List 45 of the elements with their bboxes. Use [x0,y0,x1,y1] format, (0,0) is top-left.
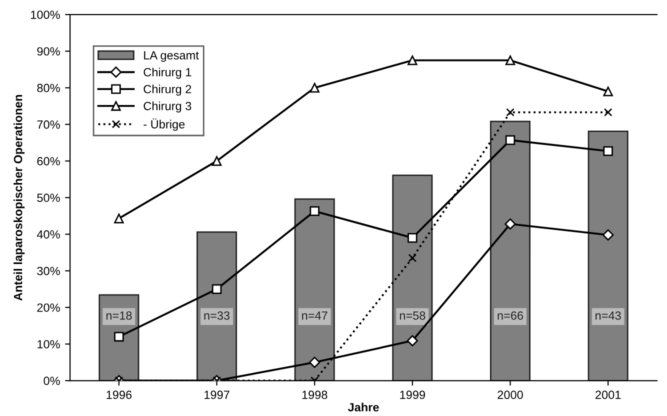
point [408,254,417,262]
x-tick-label: 2001 [596,390,621,400]
point [602,229,614,241]
bar [588,130,628,381]
point [506,108,514,116]
bar [490,120,531,381]
y-tick-label: 0% [44,376,60,386]
point [310,206,320,216]
point [406,335,418,346]
annotation: n=43 [596,311,621,320]
legend-label: LA gesamt [144,51,199,62]
x-tick-label: 1997 [204,390,230,400]
legend-label: Chirurg 2 [144,84,192,96]
x-axis-title: Jahre [348,402,379,412]
annotation: n=47 [302,312,328,320]
annotation: n=18 [106,311,132,320]
y-tick-label: 10% [38,340,60,348]
y-tick-label: 100% [31,10,60,19]
y-tick-label: 30% [37,266,60,276]
y-tick-label: 90% [37,47,60,56]
point [308,356,320,368]
point [212,284,222,294]
legend-label: - Übrige [144,118,185,131]
y-tick-label: 70% [37,120,60,129]
y-tick-label: 80% [37,84,60,92]
annotation: n=58 [400,311,426,320]
y-axis-title: Anteil laparoskopischer Operationen [14,95,25,301]
annotation: n=66 [498,311,524,320]
point [504,218,516,230]
legend-label: Chirurg 3 [144,102,192,113]
y-tick-label: 20% [37,303,60,312]
point [408,233,418,243]
x-tick-label: 2000 [498,390,523,400]
y-tick-label: 50% [37,194,60,202]
x-tick-label: 1998 [302,390,328,400]
x-tick-label: 1996 [106,390,132,400]
annotation: n=33 [204,311,230,320]
y-tick-label: 40% [36,230,60,239]
point [603,146,613,156]
point [505,135,516,145]
point [604,108,612,116]
y-tick-label: 60% [37,157,60,166]
point [114,332,124,342]
legend-label: Chirurg 1 [144,68,192,79]
x-tick-label: 1999 [400,390,425,400]
